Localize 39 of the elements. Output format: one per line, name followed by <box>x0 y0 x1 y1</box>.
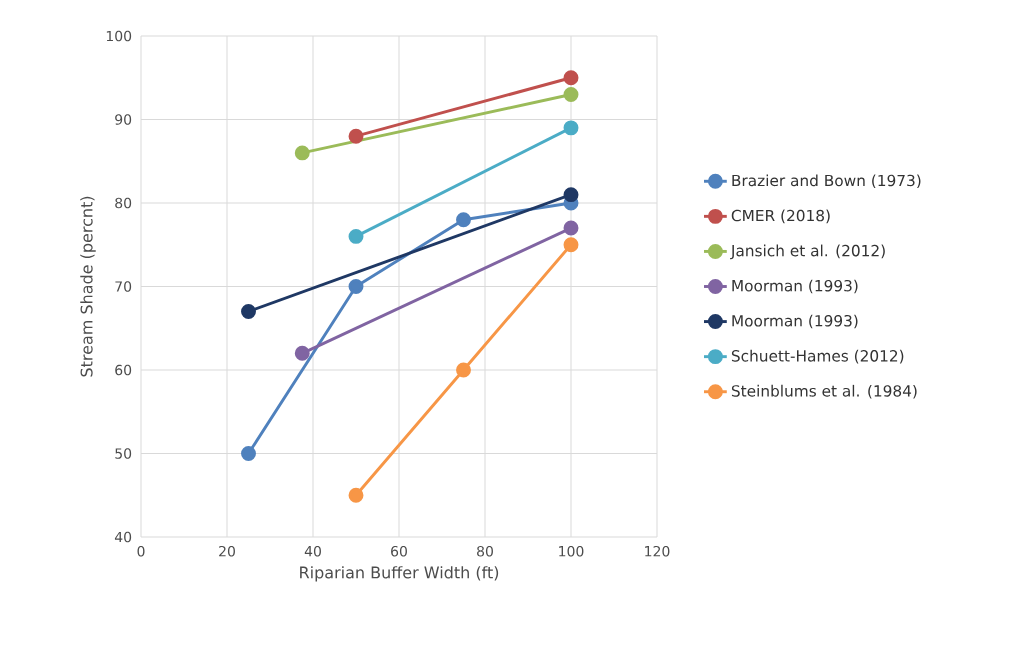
legend-label: Moorman (1993) <box>732 314 858 329</box>
x-tick-label: 60 <box>391 545 407 557</box>
point <box>563 120 579 136</box>
point <box>348 128 364 144</box>
legend-label: Brazier and Bown (1973) <box>732 174 921 189</box>
point <box>563 86 579 102</box>
point <box>348 487 364 503</box>
y-tick-label: 40 <box>114 531 132 543</box>
point <box>294 345 310 361</box>
y-tick-label: 80 <box>115 197 132 209</box>
legend-label: Schuett-Hames (2012) <box>731 349 904 364</box>
point <box>456 212 471 228</box>
point <box>563 220 579 236</box>
x-tick-label: 80 <box>477 545 493 557</box>
point <box>348 279 364 294</box>
x-tick-label: 100 <box>559 545 584 557</box>
point <box>563 237 579 253</box>
x-tick-label: 40 <box>304 545 321 557</box>
legend-label: CMER (2018) <box>731 209 830 224</box>
legend-label: Moorman (1993) <box>732 279 858 294</box>
point <box>563 70 579 86</box>
y-axis-title: Stream Shade (percnt) <box>80 196 96 377</box>
y-tick-label: 70 <box>115 281 132 292</box>
point <box>563 187 579 203</box>
y-tick-label: 50 <box>115 448 132 459</box>
point <box>348 228 364 244</box>
y-tick-label: 90 <box>115 114 132 125</box>
point <box>241 446 256 461</box>
x-tick-label: 20 <box>219 545 235 557</box>
y-tick-label: 100 <box>106 30 132 42</box>
x-tick-label: 120 <box>645 545 670 557</box>
point <box>241 304 256 320</box>
point <box>456 362 471 378</box>
legend-label: Jansich et al. (2012) <box>730 244 885 260</box>
legend-label: Steinblums et al. (1984) <box>731 384 917 399</box>
x-tick-label: 0 <box>137 545 145 557</box>
x-axis-title: Riparian Buffer Width (ft) <box>300 566 499 582</box>
point <box>294 145 310 161</box>
y-tick-label: 60 <box>115 364 132 376</box>
